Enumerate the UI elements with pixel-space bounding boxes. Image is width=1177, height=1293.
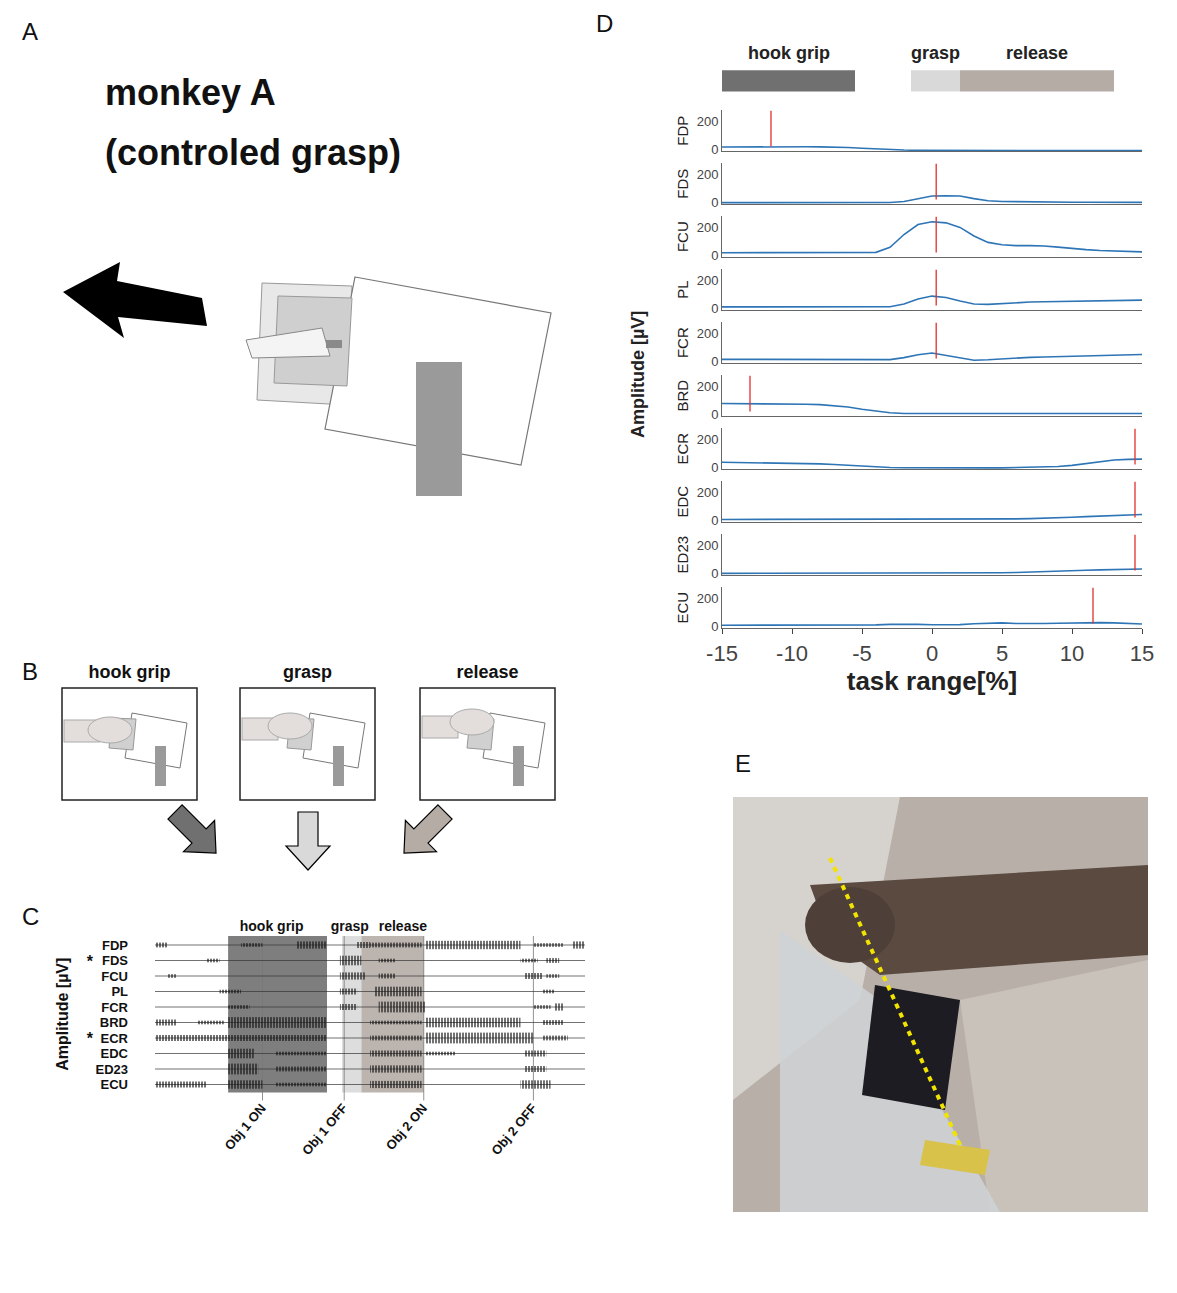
svg-text:200: 200	[697, 485, 719, 500]
svg-text:A: A	[22, 18, 38, 45]
svg-text:0: 0	[711, 619, 718, 634]
svg-text:*: *	[87, 1030, 94, 1047]
svg-text:0: 0	[711, 460, 718, 475]
svg-text:release: release	[379, 918, 427, 934]
svg-text:0: 0	[711, 354, 718, 369]
svg-text:BRD: BRD	[100, 1015, 128, 1030]
svg-text:200: 200	[697, 591, 719, 606]
svg-text:D: D	[596, 10, 613, 37]
svg-text:0: 0	[711, 301, 718, 316]
svg-text:FCR: FCR	[674, 327, 691, 358]
svg-text:*: *	[87, 953, 94, 970]
svg-text:grasp: grasp	[283, 662, 332, 682]
svg-text:Amplitude [µV]: Amplitude [µV]	[54, 958, 71, 1071]
svg-text:PL: PL	[674, 280, 691, 298]
svg-text:200: 200	[697, 379, 719, 394]
svg-text:task range[%]: task range[%]	[847, 666, 1018, 696]
svg-text:0: 0	[711, 142, 718, 157]
svg-text:E: E	[735, 750, 751, 777]
svg-text:release: release	[1006, 43, 1068, 63]
svg-text:-10: -10	[776, 641, 808, 666]
svg-text:ECU: ECU	[674, 592, 691, 624]
svg-text:PL: PL	[111, 984, 128, 999]
svg-text:FCR: FCR	[101, 1000, 128, 1015]
svg-text:Obj 1 ON: Obj 1 ON	[222, 1101, 269, 1153]
svg-text:FCU: FCU	[101, 969, 128, 984]
svg-text:-5: -5	[852, 641, 872, 666]
svg-text:hook grip: hook grip	[89, 662, 171, 682]
svg-text:0: 0	[926, 641, 938, 666]
svg-text:FDP: FDP	[102, 938, 128, 953]
svg-text:Obj 2 OFF: Obj 2 OFF	[488, 1101, 539, 1158]
svg-text:ED23: ED23	[95, 1062, 128, 1077]
svg-text:200: 200	[697, 220, 719, 235]
svg-text:release: release	[456, 662, 518, 682]
svg-text:ECR: ECR	[674, 433, 691, 465]
svg-text:B: B	[22, 658, 38, 685]
svg-text:5: 5	[996, 641, 1008, 666]
svg-text:ECR: ECR	[101, 1031, 129, 1046]
svg-text:hook grip: hook grip	[240, 918, 304, 934]
svg-text:FDS: FDS	[674, 169, 691, 199]
svg-text:0: 0	[711, 195, 718, 210]
svg-text:-15: -15	[706, 641, 738, 666]
svg-text:0: 0	[711, 407, 718, 422]
svg-text:ECU: ECU	[101, 1077, 128, 1092]
svg-text:(controled grasp): (controled grasp)	[105, 132, 401, 173]
svg-text:FDP: FDP	[674, 116, 691, 146]
svg-text:EDC: EDC	[674, 486, 691, 518]
svg-text:Obj 1 OFF: Obj 1 OFF	[299, 1101, 350, 1158]
svg-text:Amplitude [µV]: Amplitude [µV]	[628, 311, 648, 438]
svg-text:200: 200	[697, 114, 719, 129]
svg-text:EDC: EDC	[101, 1046, 129, 1061]
svg-text:200: 200	[697, 167, 719, 182]
svg-text:200: 200	[697, 538, 719, 553]
svg-text:FDS: FDS	[102, 953, 128, 968]
svg-text:15: 15	[1130, 641, 1154, 666]
svg-text:200: 200	[697, 273, 719, 288]
svg-text:0: 0	[711, 566, 718, 581]
svg-text:Obj 2 ON: Obj 2 ON	[383, 1101, 430, 1153]
svg-text:FCU: FCU	[674, 221, 691, 252]
svg-text:grasp: grasp	[331, 918, 369, 934]
svg-text:ED23: ED23	[674, 536, 691, 574]
svg-text:C: C	[22, 903, 39, 930]
svg-text:200: 200	[697, 326, 719, 341]
svg-text:grasp: grasp	[911, 43, 960, 63]
svg-text:hook grip: hook grip	[748, 43, 830, 63]
svg-text:monkey A: monkey A	[105, 72, 276, 113]
svg-text:0: 0	[711, 248, 718, 263]
svg-text:0: 0	[711, 513, 718, 528]
svg-text:200: 200	[697, 432, 719, 447]
svg-text:BRD: BRD	[674, 380, 691, 412]
svg-text:10: 10	[1060, 641, 1084, 666]
